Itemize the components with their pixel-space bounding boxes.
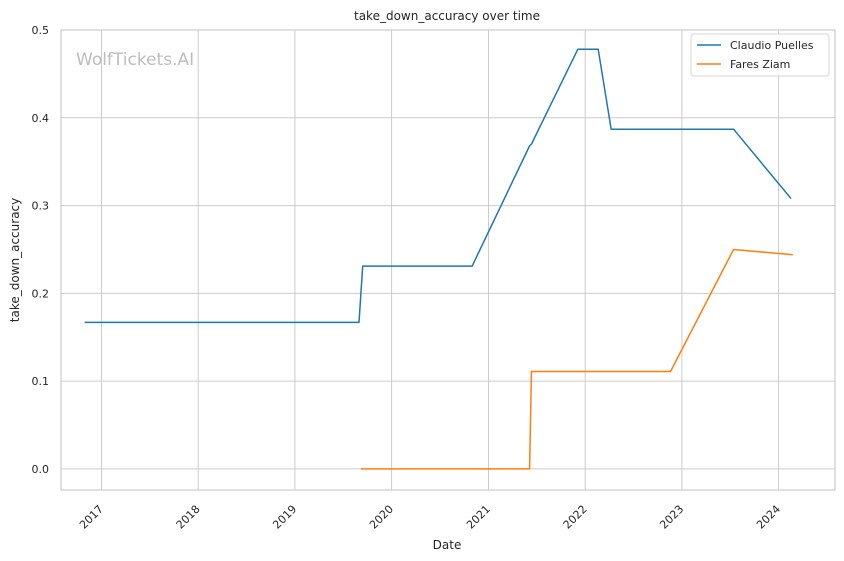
y-axis-label: take_down_accuracy bbox=[8, 198, 22, 322]
y-tick-label: 0.1 bbox=[32, 375, 50, 388]
legend: Claudio Puelles Fares Ziam bbox=[690, 33, 830, 77]
y-tick-label: 0.4 bbox=[32, 112, 50, 125]
series-line-0 bbox=[84, 48, 792, 324]
legend-label: Claudio Puelles bbox=[730, 39, 814, 52]
plot-frame bbox=[60, 29, 836, 491]
x-axis-label: Date bbox=[433, 538, 462, 552]
watermark: WolfTickets.AI bbox=[76, 50, 194, 70]
series-line-1 bbox=[360, 248, 793, 470]
y-tick-label: 0.2 bbox=[32, 287, 50, 300]
y-tick-label: 0.0 bbox=[32, 463, 50, 476]
y-tick-label: 0.5 bbox=[32, 24, 50, 37]
chart-title: take_down_accuracy over time bbox=[354, 9, 540, 23]
y-tick-label: 0.3 bbox=[32, 200, 50, 213]
legend-label: Fares Ziam bbox=[730, 58, 790, 71]
legend-box bbox=[690, 33, 830, 77]
